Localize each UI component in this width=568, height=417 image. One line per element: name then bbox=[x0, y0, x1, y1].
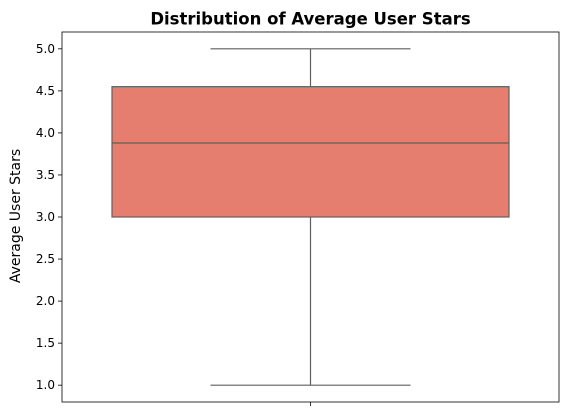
y-tick-label: 5.0 bbox=[36, 42, 55, 56]
y-tick-label: 3.0 bbox=[36, 210, 55, 224]
y-axis: 1.0 1.5 2.0 2.5 3.0 3.5 4.0 4.5 5.0 bbox=[36, 42, 62, 392]
y-tick-label: 1.5 bbox=[36, 336, 55, 350]
box-plot bbox=[111, 48, 510, 386]
y-axis-label: Average User Stars bbox=[8, 149, 24, 283]
iqr-box bbox=[111, 86, 510, 218]
y-tick-label: 2.0 bbox=[36, 294, 55, 308]
y-tick-label: 4.0 bbox=[36, 126, 55, 140]
y-tick-label: 4.5 bbox=[36, 84, 55, 98]
y-tick-label: 3.5 bbox=[36, 168, 55, 182]
chart-title: Distribution of Average User Stars bbox=[150, 10, 471, 29]
y-tick-label: 1.0 bbox=[36, 378, 55, 392]
y-tick-label: 2.5 bbox=[36, 252, 55, 266]
